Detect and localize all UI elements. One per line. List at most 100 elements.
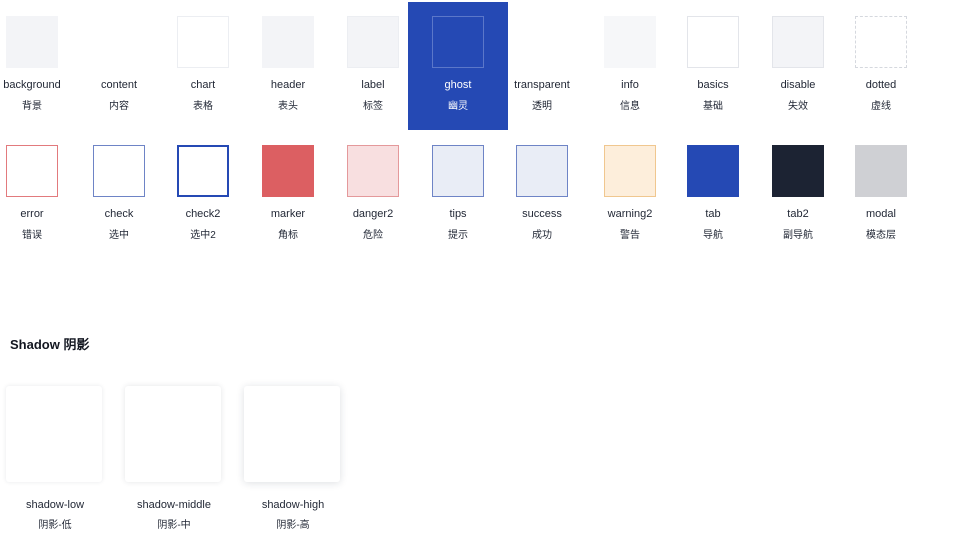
swatch-cn-label: 警告 [620,230,640,241]
swatch-cn-label: 副导航 [783,230,813,241]
swatch-check-box [93,145,145,197]
swatch-cn-label: 背景 [22,101,42,112]
swatch-name: label [361,79,385,91]
swatch-cn-label: 提示 [448,230,468,241]
swatch-label-box [347,16,399,68]
swatch-name: warning2 [607,208,653,220]
swatch-check2: check2 选中2 [153,131,253,259]
swatch-disable: disable 失效 [748,2,848,130]
shadow-box [244,386,340,482]
swatch-cn-label: 选中 [109,230,129,241]
swatch-name: modal [866,208,896,220]
shadow-box [6,386,102,482]
swatch-transparent-box [516,16,568,68]
swatch-name: tab2 [787,208,809,220]
swatch-cn-label: 模态层 [866,230,896,241]
swatch-warning2: warning2 警告 [580,131,680,259]
swatch-cn-label: 导航 [703,230,723,241]
swatch-name: content [100,79,138,91]
swatch-name: dotted [865,79,897,91]
shadow-cn-label: 阴影-中 [157,520,191,531]
swatch-cn-label: 选中2 [190,230,216,241]
swatch-cn-label: 表格 [193,101,213,112]
swatch-content-box [93,16,145,68]
swatch-modal-box [855,145,907,197]
swatch-label: label 标签 [323,2,423,130]
swatch-basics: basics 基础 [663,2,763,130]
swatch-tips-box [432,145,484,197]
swatch-error: error 错误 [0,131,82,259]
shadow-high-item: shadow-high 阴影-高 [238,386,348,536]
swatch-cn-label: 透明 [532,101,552,112]
swatch-name: background [3,79,61,91]
swatch-name: check2 [185,208,221,220]
swatch-name: disable [780,79,816,91]
swatch-name: chart [190,79,216,91]
shadow-cn-label: 阴影-低 [38,520,72,531]
swatch-check: check 选中 [69,131,169,259]
swatch-tab: tab 导航 [663,131,763,259]
swatch-success-box [516,145,568,197]
swatch-cn-label: 信息 [620,101,640,112]
swatch-row-1: background 背景 content 内容 chart 表格 header 表头 labe… [0,2,980,130]
swatch-dotted: dotted 虚线 [831,2,931,130]
swatch-disable-box [772,16,824,68]
swatch-cn-label: 内容 [109,101,129,112]
swatch-cn-label: 成功 [532,230,552,241]
swatch-info-box [604,16,656,68]
swatch-marker-box [262,145,314,197]
swatch-success: success 成功 [492,131,592,259]
swatch-cn-label: 危险 [363,230,383,241]
swatch-name: transparent [514,79,570,91]
swatch-row-2: error 错误 check 选中 check2 选中2 marker 角标 danger2 危险… [0,131,980,259]
swatch-name: danger2 [352,208,394,220]
swatch-cn-label: 标签 [363,101,383,112]
swatch-warning2-box [604,145,656,197]
swatch-ghost-box [432,16,484,68]
swatch-name: success [522,208,562,220]
swatch-header-box [262,16,314,68]
swatch-chart: chart 表格 [153,2,253,130]
swatch-background: background 背景 [0,2,82,130]
swatch-dotted-box [855,16,907,68]
swatch-name: check [104,208,134,220]
swatch-name: marker [270,208,306,220]
swatch-transparent: transparent 透明 [492,2,592,130]
swatch-cn-label: 表头 [278,101,298,112]
swatch-danger2: danger2 危险 [323,131,423,259]
shadow-middle-item: shadow-middle 阴影-中 [119,386,229,536]
swatch-tab2-box [772,145,824,197]
swatch-background-box [6,16,58,68]
swatch-tab2: tab2 副导航 [748,131,848,259]
shadow-cn-label: 阴影-高 [276,520,310,531]
swatch-modal: modal 模态层 [831,131,931,259]
swatch-marker: marker 角标 [238,131,338,259]
swatch-check2-box [177,145,229,197]
swatch-tab-box [687,145,739,197]
swatch-content: content 内容 [69,2,169,130]
shadow-box [125,386,221,482]
swatch-basics-box [687,16,739,68]
swatch-ghost: ghost 幽灵 [408,2,508,130]
swatch-cn-label: 幽灵 [448,101,468,112]
swatch-cn-label: 虚线 [871,101,891,112]
swatch-name: tab [705,208,721,220]
swatch-name: tips [449,208,467,220]
swatch-chart-box [177,16,229,68]
shadow-section-title: Shadow 阴影 [10,337,90,352]
shadow-name: shadow-high [261,499,325,511]
swatch-header: header 表头 [238,2,338,130]
shadow-low-item: shadow-low 阴影-低 [0,386,110,536]
swatch-cn-label: 错误 [22,230,42,241]
swatch-name: header [270,79,306,91]
swatch-name: info [621,79,639,91]
swatch-cn-label: 失效 [788,101,808,112]
swatch-cn-label: 基础 [703,101,723,112]
swatch-name: ghost [444,79,472,91]
swatch-name: error [20,208,44,220]
swatch-tips: tips 提示 [408,131,508,259]
swatch-error-box [6,145,58,197]
swatch-danger2-box [347,145,399,197]
shadow-name: shadow-middle [137,499,211,511]
swatch-name: basics [697,79,729,91]
